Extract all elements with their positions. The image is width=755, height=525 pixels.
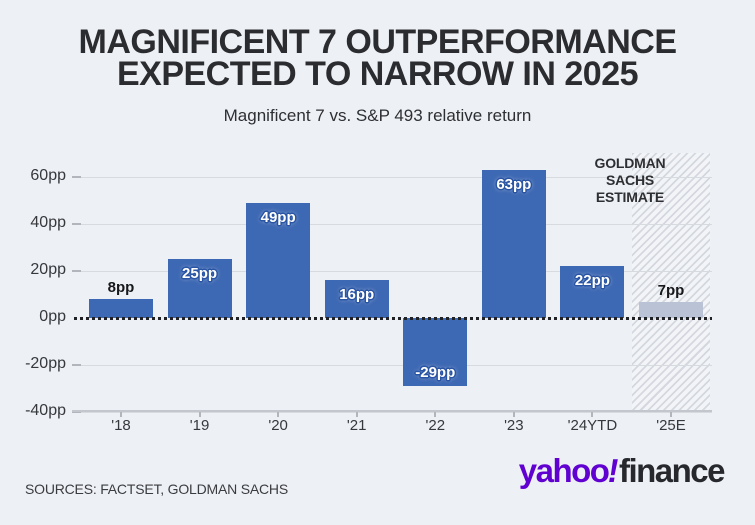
y-gridline [72, 411, 712, 413]
x-axis-tick [355, 412, 358, 417]
y-axis-label: 20pp [30, 261, 66, 278]
x-axis-label: '18 [111, 417, 131, 434]
y-gridline [72, 223, 712, 225]
y-axis-tick [72, 270, 81, 272]
finance-logo-wordmark: finance [618, 452, 726, 489]
bar [403, 318, 468, 387]
y-axis-label: -20pp [25, 355, 66, 372]
estimate-hatch-region [631, 153, 711, 410]
bar-value-label: -29pp [415, 364, 456, 382]
y-axis-label: 0pp [39, 308, 66, 325]
bar-value-label: 16pp [339, 286, 375, 304]
x-axis-tick [669, 412, 672, 417]
bar-value-label: 25pp [182, 265, 218, 283]
bar [324, 280, 389, 318]
x-axis-label: '22 [425, 417, 446, 434]
estimate-annotation-line: ESTIMATE [595, 189, 665, 205]
sources-text: SOURCES: FACTSET, GOLDMAN SACHS [25, 481, 288, 497]
bar-estimate [638, 301, 703, 318]
y-gridline [72, 364, 712, 366]
x-axis-tick [198, 412, 201, 417]
bar [481, 169, 546, 318]
y-gridline [72, 270, 712, 272]
x-axis-tick [512, 412, 515, 417]
x-axis-label: '20 [268, 417, 288, 434]
estimate-annotation-line: GOLDMAN [594, 155, 666, 171]
zero-baseline [74, 317, 712, 320]
chart-title-line1: MAGNIFICENT 7 OUTPERFORMANCE [78, 23, 678, 61]
bar-value-label: 63pp [496, 175, 532, 193]
x-axis-tick [277, 412, 280, 417]
estimate-annotation-line: SACHS [605, 172, 654, 188]
bar-value-label: 22pp [574, 272, 610, 290]
x-axis-label: '25E [656, 417, 686, 434]
x-axis-tick [434, 412, 437, 417]
y-axis-tick [72, 364, 81, 366]
y-axis-label: 60pp [30, 167, 66, 184]
y-axis-label: -40pp [25, 402, 66, 419]
x-axis-label: '24YTD [567, 417, 618, 434]
chart-title: MAGNIFICENT 7 OUTPERFORMANCE EXPECTED TO… [0, 23, 755, 93]
y-gridline [72, 176, 712, 178]
yahoo-logo-wordmark: yahoo [518, 452, 610, 489]
bar-value-label: 49pp [260, 208, 296, 226]
bar [246, 202, 311, 318]
chart-title-line2: EXPECTED TO NARROW IN 2025 [116, 55, 639, 93]
y-axis-tick [72, 176, 81, 178]
bar [560, 266, 625, 318]
chart-subtitle: Magnificent 7 vs. S&P 493 relative retur… [223, 106, 532, 125]
y-axis-tick [72, 411, 81, 413]
estimate-annotation: GOLDMAN SACHS ESTIMATE [550, 155, 710, 206]
y-axis-tick [72, 223, 81, 225]
y-axis-label: 40pp [30, 214, 66, 231]
bar [167, 259, 232, 318]
bar [89, 299, 153, 318]
x-axis-label: '19 [189, 417, 210, 434]
x-axis-tick [591, 412, 594, 417]
x-axis-line [72, 410, 712, 412]
x-axis-tick [120, 412, 122, 417]
x-axis-label: '21 [346, 417, 367, 434]
x-axis-label: '23 [504, 417, 524, 434]
bar-value-label: 7pp [657, 281, 685, 299]
yahoo-finance-logo: yahoo!finance [518, 452, 726, 490]
bar-value-label: 8pp [107, 279, 135, 297]
